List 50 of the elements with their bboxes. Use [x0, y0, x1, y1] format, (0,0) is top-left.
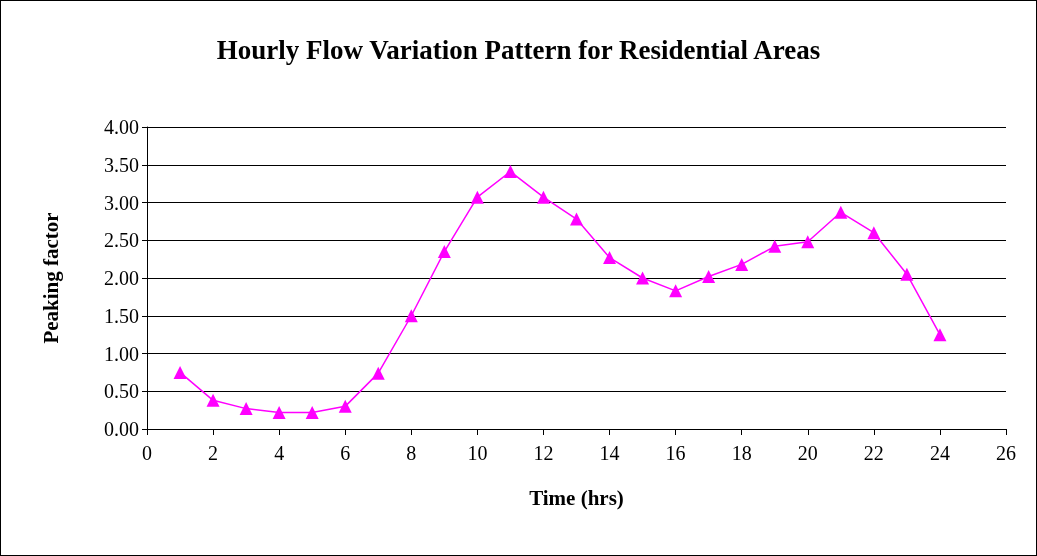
y-tick-label: 2.00 — [104, 267, 139, 289]
point — [470, 190, 484, 204]
x-tick-label: 18 — [731, 442, 752, 464]
point — [768, 239, 782, 253]
point — [371, 366, 385, 380]
point — [834, 205, 848, 219]
y-tick-label: 0.00 — [104, 418, 139, 440]
x-tick-label: 24 — [929, 442, 950, 464]
point — [536, 190, 550, 204]
y-tick-label: 1.50 — [104, 304, 139, 327]
x-tick-label: 0 — [142, 442, 152, 464]
point — [867, 226, 881, 240]
y-tick-label: 2.50 — [104, 229, 139, 252]
point — [272, 405, 286, 419]
point — [900, 267, 914, 281]
x-tick-label: 8 — [406, 442, 417, 464]
point — [503, 165, 517, 179]
point — [603, 251, 617, 265]
y-tick-label: 0.50 — [104, 380, 139, 403]
x-tick-label: 12 — [533, 442, 554, 464]
y-tick-label: 3.00 — [104, 191, 139, 214]
point — [437, 245, 451, 259]
x-tick-label: 6 — [340, 442, 351, 464]
x-axis-title: Time (hrs) — [529, 485, 624, 510]
point — [338, 399, 352, 413]
point — [404, 309, 418, 323]
y-tick-label: 1.00 — [104, 342, 139, 365]
x-tick-label: 16 — [665, 442, 686, 464]
y-axis-title: Peaking factor — [38, 212, 63, 344]
x-tick-label: 26 — [996, 442, 1016, 464]
y-tick-label: 3.50 — [104, 153, 139, 176]
x-tick-label: 10 — [467, 442, 488, 464]
x-tick-label: 22 — [863, 442, 884, 464]
x-tick-label: 2 — [208, 442, 219, 464]
point — [702, 269, 716, 283]
y-tick-label: 4.00 — [104, 116, 139, 138]
point — [933, 328, 947, 342]
x-tick-label: 20 — [797, 442, 818, 464]
point — [669, 284, 683, 298]
point — [636, 271, 650, 285]
point — [570, 212, 583, 226]
point — [239, 402, 253, 416]
x-tick-label: 14 — [599, 442, 620, 464]
point — [173, 365, 187, 379]
point — [305, 405, 319, 419]
chart-title: Hourly Flow Variation Pattern for Residential Areas — [216, 34, 821, 65]
x-tick-label: 4 — [274, 442, 285, 464]
point — [206, 393, 220, 407]
point — [801, 235, 815, 249]
point — [735, 257, 749, 271]
